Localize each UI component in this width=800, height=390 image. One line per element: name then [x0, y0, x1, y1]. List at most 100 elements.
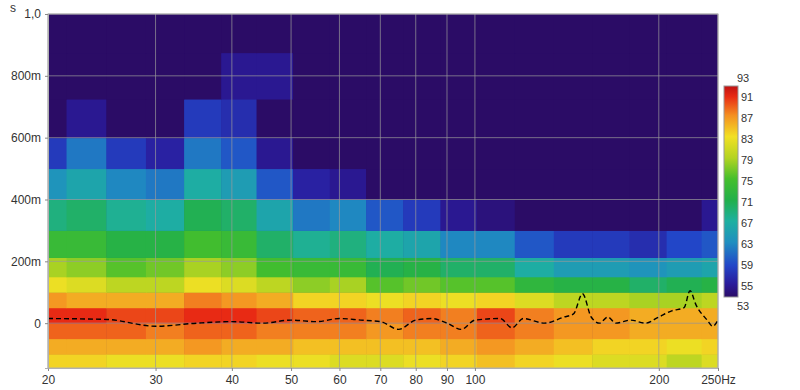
heat-cell — [702, 99, 718, 138]
heat-cell — [592, 257, 630, 277]
heat-cell — [146, 257, 185, 277]
heat-cell — [477, 323, 515, 339]
heat-cell — [257, 354, 294, 368]
heat-cell — [554, 99, 593, 138]
heat-cell — [592, 138, 630, 169]
x-tick-label: 50 — [285, 373, 299, 387]
grid-line — [415, 14, 416, 368]
heat-cell — [106, 230, 146, 258]
heat-cell — [293, 99, 330, 138]
heat-cell — [293, 169, 330, 200]
x-tick: 70 — [374, 368, 388, 387]
heat-cell — [106, 99, 146, 138]
y-tick: 400m — [11, 193, 48, 207]
heat-cell — [477, 257, 515, 277]
heat-cell — [184, 138, 222, 169]
x-tick: 200 — [649, 368, 669, 387]
heat-cell — [554, 277, 593, 293]
x-tick: 100 — [465, 368, 485, 387]
color-bar-label: 83 — [741, 133, 753, 145]
heat-cell — [702, 323, 718, 339]
plot-background — [48, 14, 718, 368]
heat-cell — [629, 277, 667, 293]
color-bar-label: 59 — [741, 259, 753, 271]
heat-cell — [330, 292, 367, 308]
heat-cell — [146, 169, 185, 200]
heat-cell — [515, 138, 555, 169]
heat-cell — [554, 323, 593, 339]
grid-line — [446, 14, 447, 368]
heat-cell — [48, 99, 67, 138]
heat-cell — [366, 169, 404, 200]
x-tick-mark — [339, 368, 340, 371]
heat-cell — [440, 292, 477, 308]
heat-cell — [184, 14, 222, 53]
heat-cell — [257, 138, 294, 169]
heat-cell — [366, 323, 404, 339]
heat-cell — [477, 200, 515, 231]
heat-cell — [48, 230, 67, 258]
heat-cell — [184, 339, 222, 355]
heat-cell — [403, 14, 441, 53]
y-tick-mark — [45, 200, 48, 201]
heat-cell — [440, 138, 477, 169]
heat-cell — [554, 230, 593, 258]
y-tick-mark — [45, 261, 48, 262]
grid-line — [474, 14, 475, 368]
heat-cell — [48, 354, 67, 368]
heat-cell — [629, 323, 667, 339]
heat-cell — [366, 99, 404, 138]
y-tick: 800m — [11, 69, 48, 83]
y-tick: 200m — [11, 255, 48, 269]
x-tick-mark — [232, 368, 233, 371]
x-tick-label: 40 — [226, 373, 240, 387]
color-bar-label: 71 — [741, 196, 753, 208]
x-axis-line — [49, 369, 719, 372]
x-tick-label: 90 — [441, 373, 455, 387]
heat-cell — [184, 277, 222, 293]
heat-cell — [403, 308, 441, 324]
color-bar-label: 79 — [741, 154, 753, 166]
heat-cell — [403, 339, 441, 355]
grid-line — [380, 14, 381, 368]
heat-cell — [403, 257, 441, 277]
heat-cell — [184, 257, 222, 277]
heat-cell — [477, 354, 515, 368]
color-bar-label: 67 — [741, 217, 753, 229]
grid-line — [48, 75, 718, 76]
x-tick: 50 — [285, 368, 299, 387]
heat-cell — [366, 339, 404, 355]
heat-cell — [330, 14, 367, 53]
heat-cell — [146, 230, 185, 258]
heat-cell — [257, 230, 294, 258]
heat-cell — [366, 14, 404, 53]
x-tick: 30 — [149, 368, 163, 387]
color-bar-label: 87 — [741, 112, 753, 124]
heat-cell — [184, 323, 222, 339]
x-tick-label: 200 — [649, 373, 669, 387]
y-tick: 1,0 — [24, 7, 48, 21]
heat-cell — [67, 323, 107, 339]
heat-cell — [515, 14, 555, 53]
heat-cell — [48, 169, 67, 200]
grid-line — [231, 14, 232, 368]
heat-cell — [403, 169, 441, 200]
heat-cell — [366, 230, 404, 258]
heat-cell — [667, 169, 703, 200]
heat-cell — [629, 14, 667, 53]
x-tick-mark — [380, 368, 381, 371]
heat-cell — [67, 277, 107, 293]
heat-cell — [440, 257, 477, 277]
heat-cell — [515, 257, 555, 277]
heat-cell — [592, 230, 630, 258]
heat-cell — [667, 230, 703, 258]
heat-cell — [554, 257, 593, 277]
heat-cell — [221, 200, 257, 231]
heat-cell — [629, 292, 667, 308]
heat-cell — [403, 200, 441, 231]
heat-cell — [667, 323, 703, 339]
heat-cell — [293, 14, 330, 53]
heat-cell — [440, 354, 477, 368]
heat-cell — [592, 99, 630, 138]
heat-cell — [403, 323, 441, 339]
